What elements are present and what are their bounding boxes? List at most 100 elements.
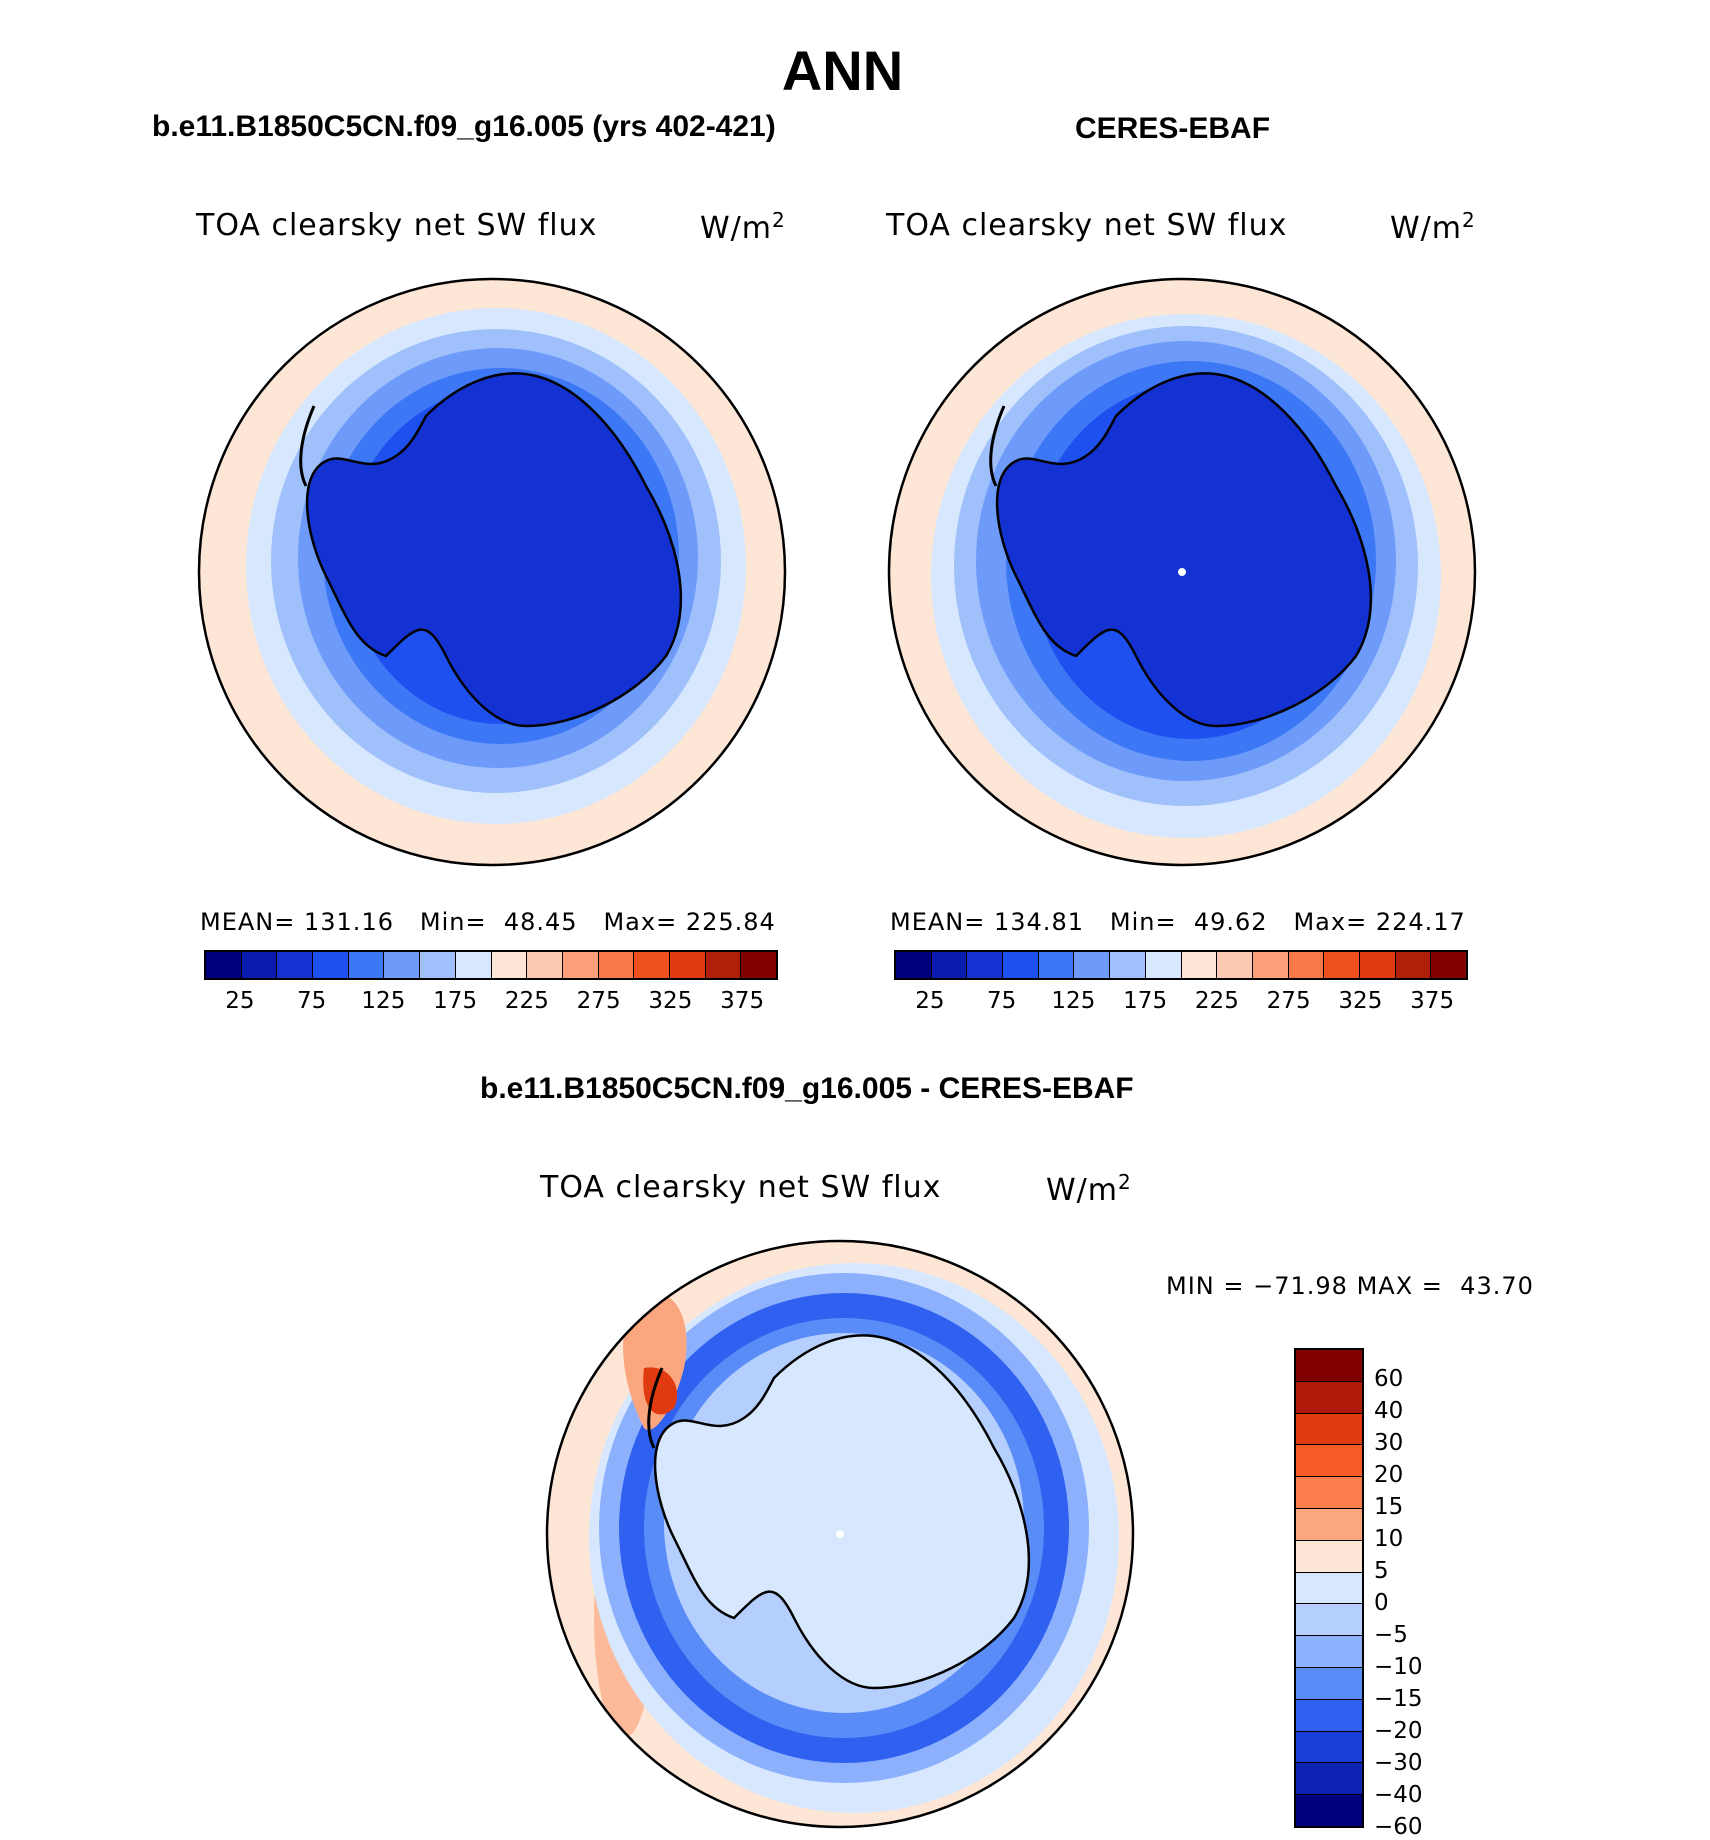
colorbar-tick-label: 175 bbox=[433, 988, 478, 1014]
colorbar-swatch bbox=[1296, 1445, 1362, 1478]
colorbar-swatch bbox=[1296, 1540, 1362, 1573]
colorbar-diff bbox=[1294, 1348, 1364, 1828]
units-label-diff: W/m2 bbox=[1046, 1170, 1132, 1208]
colorbar-swatch bbox=[1431, 952, 1466, 978]
variable-label-diff: TOA clearsky net SW flux bbox=[540, 1170, 942, 1205]
colorbar-swatch bbox=[741, 952, 776, 978]
case-title-obs: CERES-EBAF bbox=[1075, 112, 1271, 145]
colorbar-tick-label: 75 bbox=[296, 988, 327, 1014]
polar-map-diff bbox=[545, 1239, 1135, 1829]
colorbar-tick-label: 375 bbox=[720, 988, 765, 1014]
colorbar-tick-label: 25 bbox=[915, 988, 945, 1014]
variable-label-model: TOA clearsky net SW flux bbox=[196, 208, 598, 243]
colorbar-swatch bbox=[896, 952, 932, 978]
colorbar-swatch bbox=[634, 952, 670, 978]
colorbar-tick-label: 325 bbox=[648, 988, 693, 1014]
polar-map-obs bbox=[887, 277, 1477, 867]
colorbar-tick-label: 225 bbox=[1194, 988, 1239, 1014]
colorbar-swatch bbox=[206, 952, 242, 978]
colorbar-swatch bbox=[1296, 1795, 1362, 1826]
colorbar-swatch bbox=[1296, 1763, 1362, 1796]
page-title: ANN bbox=[781, 39, 904, 102]
colorbar-swatch bbox=[1296, 1413, 1362, 1446]
units-label-model: W/m2 bbox=[700, 208, 786, 246]
colorbar-swatch bbox=[1296, 1604, 1362, 1637]
colorbar-tick-label: 0 bbox=[1374, 1590, 1389, 1616]
colorbar-ticks-diff: 60 40 30 20 15 10 5 0 −5 −10 −15 −20 −30 −40 −60 bbox=[1374, 1348, 1454, 1840]
colorbar-tick-label: 275 bbox=[1266, 988, 1311, 1014]
colorbar-swatch bbox=[967, 952, 1004, 978]
colorbar-tick-label: 125 bbox=[361, 988, 406, 1014]
colorbar-swatch bbox=[1324, 952, 1360, 978]
colorbar-swatch bbox=[384, 952, 421, 978]
colorbar-swatch bbox=[1217, 952, 1253, 978]
colorbar-tick-label: 20 bbox=[1374, 1462, 1404, 1488]
colorbar-tick-label: 125 bbox=[1051, 988, 1096, 1014]
colorbar-swatch bbox=[1296, 1572, 1362, 1605]
colorbar-swatch bbox=[1074, 952, 1111, 978]
colorbar-tick-label: −60 bbox=[1374, 1814, 1423, 1840]
colorbar-tick-label: 40 bbox=[1374, 1398, 1404, 1424]
colorbar-swatch bbox=[527, 952, 563, 978]
colorbar-swatch bbox=[1296, 1667, 1362, 1700]
stats-obs: MEAN= 134.81 Min= 49.62 Max= 224.17 bbox=[890, 908, 1466, 936]
colorbar-swatch bbox=[669, 952, 706, 978]
colorbar-swatch bbox=[1296, 1636, 1362, 1668]
colorbar-swatch bbox=[1296, 1731, 1362, 1764]
units-label-obs: W/m2 bbox=[1390, 208, 1476, 246]
colorbar-tick-label: 25 bbox=[225, 988, 255, 1014]
colorbar-tick-label: −5 bbox=[1374, 1622, 1408, 1648]
colorbar-tick-label: −20 bbox=[1374, 1718, 1423, 1744]
colorbar-tick-label: −30 bbox=[1374, 1750, 1423, 1776]
colorbar-swatch bbox=[1038, 952, 1075, 978]
colorbar-swatch bbox=[931, 952, 968, 978]
colorbar-swatch bbox=[1252, 952, 1289, 978]
case-title-diff: b.e11.B1850C5CN.f09_g16.005 - CERES-EBAF bbox=[480, 1072, 1134, 1105]
colorbar-swatch bbox=[705, 952, 742, 978]
polar-map-model bbox=[197, 277, 787, 867]
stats-model: MEAN= 131.16 Min= 48.45 Max= 225.84 bbox=[200, 908, 776, 936]
colorbar-swatch bbox=[1181, 952, 1218, 978]
colorbar-swatch bbox=[313, 952, 349, 978]
colorbar-tick-label: 375 bbox=[1410, 988, 1455, 1014]
colorbar-swatch bbox=[241, 952, 278, 978]
colorbar-model bbox=[204, 950, 778, 980]
colorbar-tick-label: −40 bbox=[1374, 1782, 1423, 1808]
stats-diff: MIN = −71.98 MAX = 43.70 bbox=[1166, 1272, 1534, 1300]
colorbar-swatch bbox=[348, 952, 385, 978]
colorbar-tick-label: 10 bbox=[1374, 1526, 1404, 1552]
colorbar-tick-label: 175 bbox=[1123, 988, 1168, 1014]
colorbar-swatch bbox=[1110, 952, 1146, 978]
colorbar-swatch bbox=[1296, 1699, 1362, 1732]
colorbar-tick-label: −15 bbox=[1374, 1686, 1423, 1712]
case-title-model: b.e11.B1850C5CN.f09_g16.005 (yrs 402-421… bbox=[152, 110, 776, 143]
colorbar-swatch bbox=[562, 952, 599, 978]
colorbar-tick-label: 275 bbox=[576, 988, 621, 1014]
colorbar-ticks-model: 25 75 125 175 225 275 325 375 bbox=[204, 988, 778, 1018]
colorbar-swatch bbox=[1296, 1381, 1362, 1414]
colorbar-swatch bbox=[1003, 952, 1039, 978]
colorbar-swatch bbox=[1288, 952, 1325, 978]
colorbar-swatch bbox=[1296, 1508, 1362, 1541]
colorbar-tick-label: −10 bbox=[1374, 1654, 1423, 1680]
variable-label-obs: TOA clearsky net SW flux bbox=[886, 208, 1288, 243]
colorbar-tick-label: 75 bbox=[986, 988, 1017, 1014]
colorbar-swatch bbox=[1296, 1477, 1362, 1509]
colorbar-swatch bbox=[1359, 952, 1396, 978]
colorbar-tick-label: 325 bbox=[1338, 988, 1383, 1014]
colorbar-tick-label: 225 bbox=[504, 988, 549, 1014]
colorbar-swatch bbox=[455, 952, 492, 978]
colorbar-swatch bbox=[1296, 1350, 1362, 1382]
colorbar-swatch bbox=[491, 952, 528, 978]
colorbar-swatch bbox=[277, 952, 314, 978]
colorbar-tick-label: 60 bbox=[1374, 1366, 1404, 1392]
colorbar-swatch bbox=[420, 952, 456, 978]
colorbar-tick-label: 5 bbox=[1374, 1558, 1389, 1584]
colorbar-ticks-obs: 25 75 125 175 225 275 325 375 bbox=[894, 988, 1468, 1018]
colorbar-tick-label: 15 bbox=[1374, 1494, 1404, 1520]
colorbar-swatch bbox=[1395, 952, 1432, 978]
colorbar-swatch bbox=[598, 952, 635, 978]
colorbar-swatch bbox=[1145, 952, 1182, 978]
colorbar-obs bbox=[894, 950, 1468, 980]
colorbar-tick-label: 30 bbox=[1374, 1430, 1404, 1456]
